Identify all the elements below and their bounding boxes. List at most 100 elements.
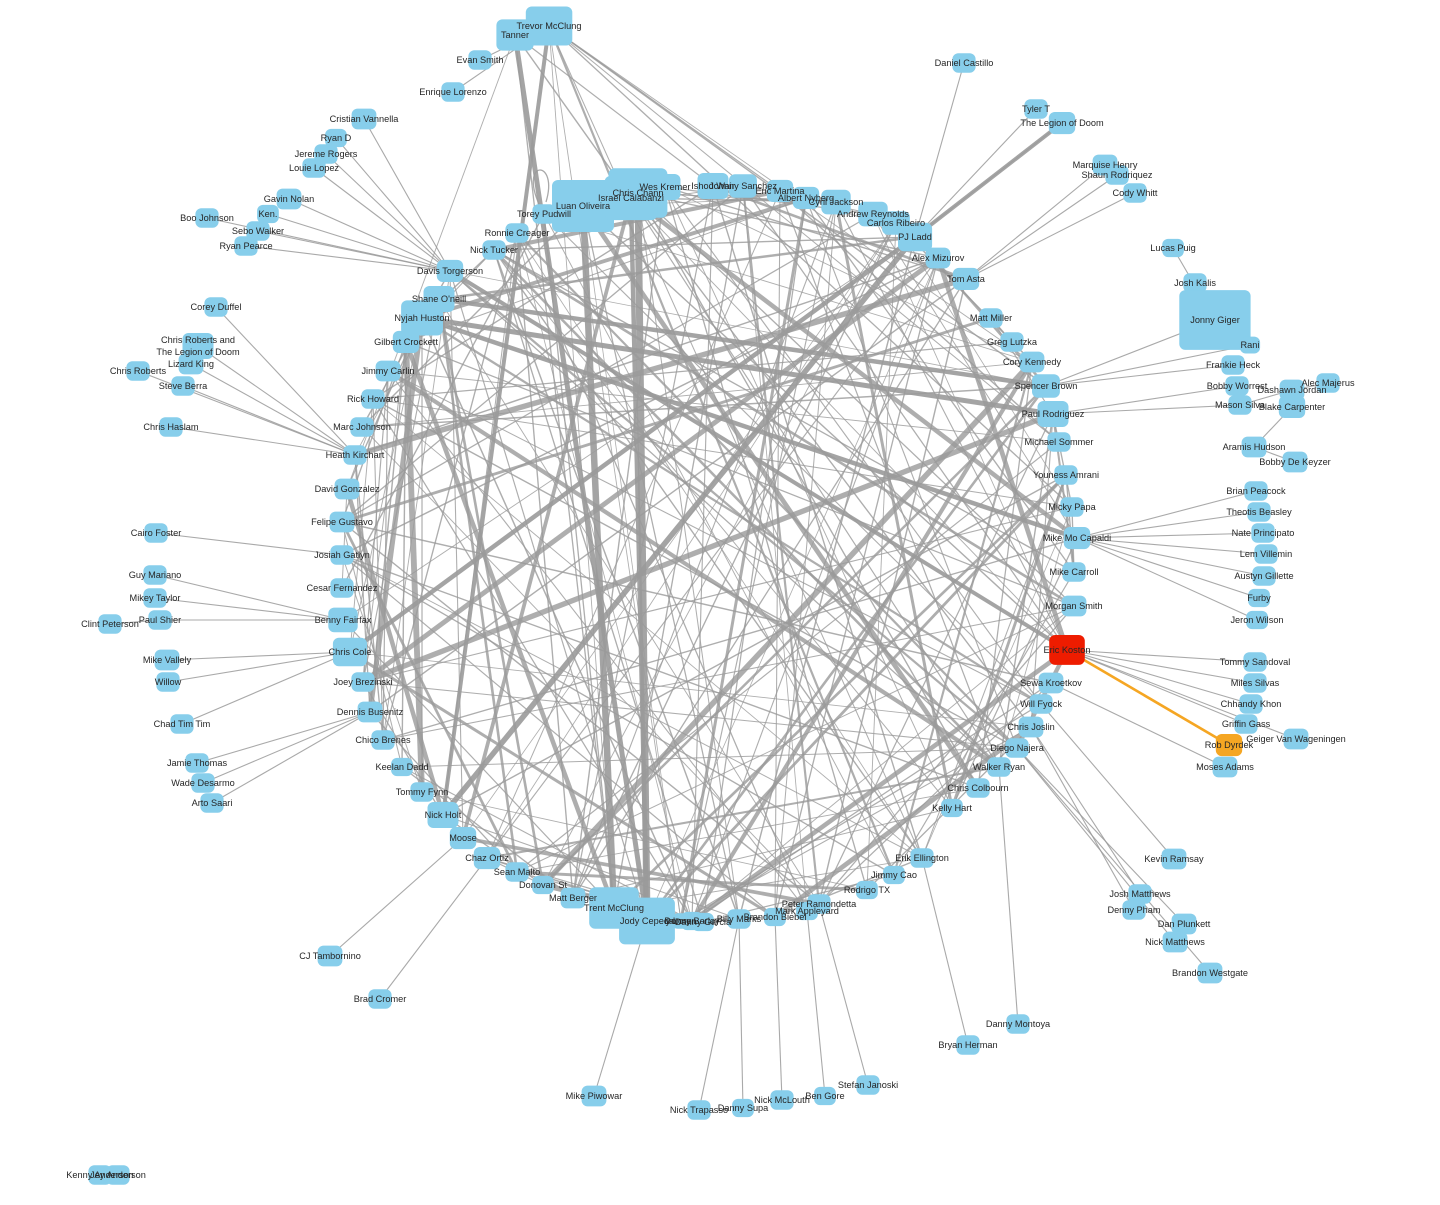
svg-text:Paul Rodriguez: Paul Rodriguez xyxy=(1022,409,1085,419)
svg-text:Israel Calabanzi: Israel Calabanzi xyxy=(598,193,664,203)
svg-text:Nyjah Huston: Nyjah Huston xyxy=(394,313,449,323)
svg-text:Mike Vallely: Mike Vallely xyxy=(143,655,192,665)
svg-text:Nick Tucker: Nick Tucker xyxy=(470,245,518,255)
svg-text:Marc Johnson: Marc Johnson xyxy=(333,422,391,432)
svg-text:Josh Matthews: Josh Matthews xyxy=(1109,889,1171,899)
svg-text:Chris Joslin: Chris Joslin xyxy=(1007,722,1054,732)
svg-text:Keelan Dadd: Keelan Dadd xyxy=(375,762,428,772)
svg-text:Stefan Janoski: Stefan Janoski xyxy=(838,1080,898,1090)
svg-text:Louie Lopez: Louie Lopez xyxy=(289,163,339,173)
svg-text:Shaun Rodriquez: Shaun Rodriquez xyxy=(1082,170,1153,180)
svg-text:Chris Cole: Chris Cole xyxy=(329,647,372,657)
svg-text:Walker Ryan: Walker Ryan xyxy=(973,762,1025,772)
svg-text:Ben Gore: Ben Gore xyxy=(805,1091,844,1101)
svg-text:Shane O'neill: Shane O'neill xyxy=(412,294,466,304)
svg-text:Chris Roberts and: Chris Roberts and xyxy=(161,335,235,345)
svg-text:David Gonzalez: David Gonzalez xyxy=(315,484,380,494)
svg-text:Cory Kennedy: Cory Kennedy xyxy=(1003,357,1062,367)
svg-text:Clint Peterson: Clint Peterson xyxy=(81,619,139,629)
svg-text:Chico Brenes: Chico Brenes xyxy=(355,735,411,745)
svg-text:Guy Mariano: Guy Mariano xyxy=(129,570,182,580)
svg-text:Mike Mo Capaldi: Mike Mo Capaldi xyxy=(1043,533,1111,543)
svg-text:Torey Pudwill: Torey Pudwill xyxy=(517,209,571,219)
svg-text:Kevin Ramsay: Kevin Ramsay xyxy=(1144,854,1204,864)
svg-text:Felipe Gustavo: Felipe Gustavo xyxy=(311,517,373,527)
svg-text:Rob Dyrdek: Rob Dyrdek xyxy=(1205,740,1254,750)
svg-text:Nick Trapasso: Nick Trapasso xyxy=(670,1105,728,1115)
svg-text:Dan Plunkett: Dan Plunkett xyxy=(1158,919,1211,929)
svg-text:Cristian Vannella: Cristian Vannella xyxy=(330,114,400,124)
svg-text:Mike Piwowar: Mike Piwowar xyxy=(566,1091,623,1101)
svg-text:Carlos Ribeiro: Carlos Ribeiro xyxy=(867,218,925,228)
svg-text:Tyler T: Tyler T xyxy=(1022,104,1050,114)
svg-text:Will Fyock: Will Fyock xyxy=(1020,699,1062,709)
svg-text:Youness Amrani: Youness Amrani xyxy=(1033,470,1099,480)
svg-text:Chris Haslam: Chris Haslam xyxy=(143,422,198,432)
svg-text:Jamie Thomas: Jamie Thomas xyxy=(167,758,227,768)
svg-text:Ronnie Creager: Ronnie Creager xyxy=(485,228,550,238)
svg-text:Eric Koston: Eric Koston xyxy=(1044,645,1091,655)
svg-text:Cairo Foster: Cairo Foster xyxy=(131,528,182,538)
svg-text:Benny Fairfax: Benny Fairfax xyxy=(315,615,372,625)
svg-text:Jey Anderson: Jey Anderson xyxy=(90,1170,146,1180)
svg-text:Chris Roberts: Chris Roberts xyxy=(110,366,167,376)
svg-text:Morgan Smith: Morgan Smith xyxy=(1045,601,1102,611)
svg-text:Cesar Fernandez: Cesar Fernandez xyxy=(307,583,378,593)
svg-text:Moses Adams: Moses Adams xyxy=(1196,762,1254,772)
svg-text:Tom Asta: Tom Asta xyxy=(947,274,986,284)
svg-text:Paul Shier: Paul Shier xyxy=(139,615,181,625)
svg-text:Steve Berra: Steve Berra xyxy=(159,381,208,391)
svg-text:Cody Whitt: Cody Whitt xyxy=(1113,188,1158,198)
svg-text:CJ Tambornino: CJ Tambornino xyxy=(299,951,361,961)
svg-text:Nate Principato: Nate Principato xyxy=(1232,528,1295,538)
svg-text:Jereme Rogers: Jereme Rogers xyxy=(295,149,358,159)
svg-text:Gilbert Crockett: Gilbert Crockett xyxy=(374,337,438,347)
svg-text:The Legion of Doom: The Legion of Doom xyxy=(1020,118,1104,128)
svg-text:Marquise Henry: Marquise Henry xyxy=(1073,160,1138,170)
svg-text:Wes Kremer: Wes Kremer xyxy=(640,182,691,192)
svg-text:Tommy Fynn: Tommy Fynn xyxy=(396,787,449,797)
svg-text:Brian Peacock: Brian Peacock xyxy=(1226,486,1286,496)
svg-text:The Legion of Doom: The Legion of Doom xyxy=(156,347,240,357)
svg-text:Micky Papa: Micky Papa xyxy=(1048,502,1096,512)
svg-text:Ken.: Ken. xyxy=(259,209,278,219)
svg-text:Rodrigo TX: Rodrigo TX xyxy=(844,885,890,895)
svg-text:Evan Smith: Evan Smith xyxy=(457,55,504,65)
svg-text:Ryan Pearce: Ryan Pearce xyxy=(219,241,272,251)
svg-text:Furby: Furby xyxy=(1247,593,1271,603)
svg-text:Moose: Moose xyxy=(449,833,477,843)
svg-text:Chaz Ortiz: Chaz Ortiz xyxy=(465,853,509,863)
svg-text:Donovan St: Donovan St xyxy=(519,880,567,890)
svg-text:Alec Majerus: Alec Majerus xyxy=(1301,378,1355,388)
svg-text:Geiger Van Wageningen: Geiger Van Wageningen xyxy=(1246,734,1346,744)
svg-text:Austyn Gillette: Austyn Gillette xyxy=(1234,571,1293,581)
svg-text:Josiah Gatlyn: Josiah Gatlyn xyxy=(314,550,370,560)
svg-text:Rani: Rani xyxy=(1241,340,1260,350)
svg-text:Chris Colbourn: Chris Colbourn xyxy=(947,783,1008,793)
svg-text:Dennis Busenitz: Dennis Busenitz xyxy=(337,707,404,717)
svg-text:Davis Torgerson: Davis Torgerson xyxy=(417,266,483,276)
svg-text:Erik Ellington: Erik Ellington xyxy=(895,853,949,863)
svg-text:Blake Carpenter: Blake Carpenter xyxy=(1259,402,1325,412)
svg-text:Alex Mizurov: Alex Mizurov xyxy=(912,253,965,263)
svg-text:Bobby De Keyzer: Bobby De Keyzer xyxy=(1259,457,1331,467)
svg-text:Brad Cromer: Brad Cromer xyxy=(354,994,407,1004)
svg-text:Daniel Castillo: Daniel Castillo xyxy=(935,58,994,68)
svg-text:Matt Miller: Matt Miller xyxy=(970,313,1012,323)
svg-text:Willow: Willow xyxy=(155,677,182,687)
svg-text:Sean Malto: Sean Malto xyxy=(494,867,540,877)
svg-text:Ryan D: Ryan D xyxy=(321,133,352,143)
svg-text:Matt Berger: Matt Berger xyxy=(549,893,597,903)
svg-text:Lem Villemin: Lem Villemin xyxy=(1240,549,1292,559)
svg-text:Chad Tim Tim: Chad Tim Tim xyxy=(154,719,211,729)
svg-text:Wade Desarmo: Wade Desarmo xyxy=(171,778,234,788)
svg-text:Corey Duffel: Corey Duffel xyxy=(191,302,242,312)
svg-text:Sebo Walker: Sebo Walker xyxy=(232,226,284,236)
svg-text:Rick Howard: Rick Howard xyxy=(347,394,399,404)
svg-text:Sewa Kroetkov: Sewa Kroetkov xyxy=(1020,678,1082,688)
svg-text:Jeron Wilson: Jeron Wilson xyxy=(1230,615,1283,625)
svg-text:Jimmy Carlin: Jimmy Carlin xyxy=(361,366,414,376)
svg-text:Kelly Hart: Kelly Hart xyxy=(932,803,972,813)
svg-text:Gavin Nolan: Gavin Nolan xyxy=(264,194,315,204)
svg-text:Joey Brezinski: Joey Brezinski xyxy=(333,677,392,687)
